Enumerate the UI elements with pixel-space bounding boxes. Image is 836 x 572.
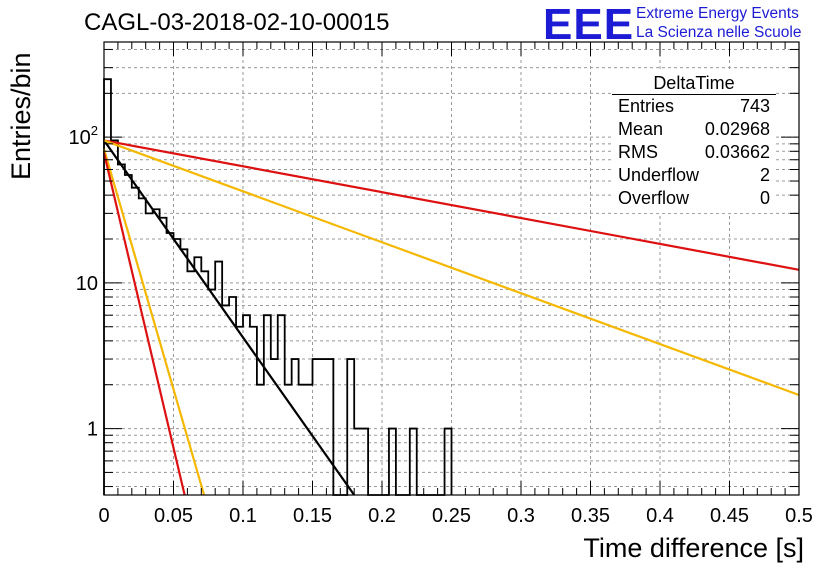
fit-lines-layer bbox=[102, 139, 800, 496]
stats-value: 2 bbox=[759, 165, 770, 185]
x-tick-label: 0.3 bbox=[507, 505, 535, 527]
x-axis-label: Time difference [s] bbox=[583, 533, 804, 563]
logo-line-1: Extreme Energy Events bbox=[636, 5, 799, 22]
stats-value: 0.02968 bbox=[704, 119, 770, 139]
x-tick-label: 0.05 bbox=[154, 505, 193, 527]
y-tick-label: 10 bbox=[76, 273, 98, 295]
exponential-fit-line bbox=[102, 148, 206, 496]
histogram-bars bbox=[103, 78, 453, 496]
stats-title: DeltaTime bbox=[612, 72, 776, 95]
x-tick-label: 0.45 bbox=[710, 505, 749, 527]
stats-box: DeltaTime Entries 743 Mean 0.02968 RMS 0.03… bbox=[612, 72, 776, 213]
x-tick-label: 0.2 bbox=[368, 505, 396, 527]
eee-logo: EEE bbox=[543, 0, 635, 49]
stats-row: Underflow 2 bbox=[612, 164, 776, 187]
stats-value: 0 bbox=[759, 188, 770, 208]
stats-row: Overflow 0 bbox=[612, 187, 776, 210]
x-tick-label: 0.35 bbox=[571, 505, 610, 527]
x-tick-label: 0.5 bbox=[785, 505, 813, 527]
stats-label: Mean bbox=[618, 119, 664, 139]
x-tick-label: 0.25 bbox=[432, 505, 471, 527]
x-tick-label: 0.15 bbox=[293, 505, 332, 527]
chart-title: CAGL-03-2018-02-10-00015 bbox=[84, 9, 390, 36]
y-axis-label: Entries/bin bbox=[6, 52, 36, 180]
eee-logo-text: Extreme Energy Events La Scienza nelle S… bbox=[636, 4, 801, 42]
exponential-fit-line bbox=[103, 139, 800, 397]
tick-labels: 0 0.05 0.1 0.15 0.2 0.25 0.3 0.35 0.4 0.45 0.5 1 10 1… bbox=[69, 123, 813, 527]
y-tick-label: 1 bbox=[87, 419, 98, 441]
stats-label: Underflow bbox=[618, 165, 700, 185]
histogram-layer bbox=[103, 78, 453, 496]
x-tick-label: 0 bbox=[98, 505, 109, 527]
logo-line-2: La Scienza nelle Scuole bbox=[636, 24, 802, 41]
stats-label: Overflow bbox=[618, 188, 690, 208]
stats-label: RMS bbox=[618, 142, 658, 162]
x-tick-label: 0.4 bbox=[646, 505, 674, 527]
stats-value: 0.03662 bbox=[704, 142, 770, 162]
stats-row: Mean 0.02968 bbox=[612, 118, 776, 141]
exponential-fit-line bbox=[103, 139, 800, 271]
x-tick-label: 0.1 bbox=[229, 505, 257, 527]
stats-value: 743 bbox=[739, 96, 770, 116]
stats-row: RMS 0.03662 bbox=[612, 141, 776, 164]
stats-row: Entries 743 bbox=[612, 95, 776, 118]
stats-label: Entries bbox=[618, 96, 675, 116]
y-tick-label: 102 bbox=[69, 123, 98, 149]
exponential-fit-line bbox=[103, 139, 356, 496]
exponential-fit-line bbox=[102, 152, 186, 496]
axis-ticks bbox=[103, 42, 800, 495]
